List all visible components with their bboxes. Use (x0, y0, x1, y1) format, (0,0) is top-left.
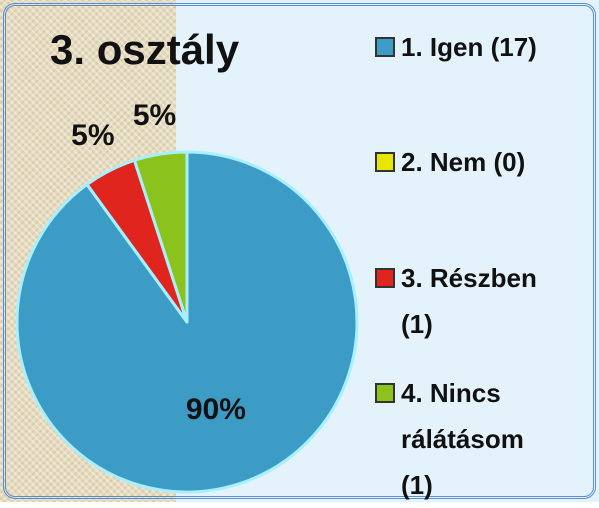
legend-label: 2. Nem (0) (401, 147, 526, 177)
frame (3, 3, 596, 499)
legend-swatch (375, 152, 395, 172)
legend-label: 4. Nincs rálátásom (1) (401, 378, 524, 500)
pie-slice (15, 150, 359, 494)
chart-title: 3. osztály (50, 26, 240, 73)
pie-slice (132, 150, 189, 324)
value-label: 5% (71, 119, 114, 152)
legend-item: 1. Igen (17) (375, 24, 556, 70)
legend-swatch (375, 383, 395, 403)
value-label: 5% (133, 99, 176, 132)
legend-swatch (375, 268, 395, 288)
legend-label: 1. Igen (17) (401, 32, 537, 62)
legend-swatch (375, 37, 395, 57)
legend-label: 3. Részben (1) (401, 263, 537, 339)
legend-item: 3. Részben (1) (375, 255, 556, 347)
legend-item: 2. Nem (0) (375, 139, 556, 185)
value-label: 90% (186, 393, 246, 426)
legend-item: 4. Nincs rálátásom (1) (375, 370, 556, 508)
